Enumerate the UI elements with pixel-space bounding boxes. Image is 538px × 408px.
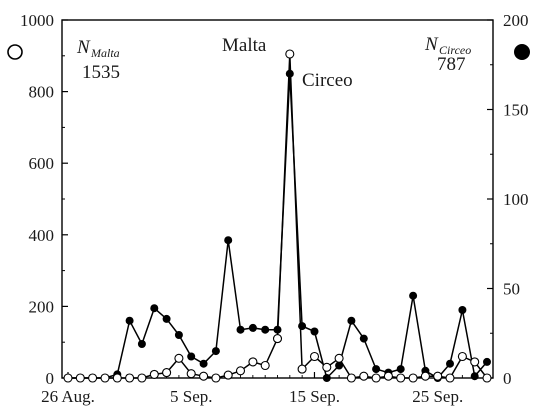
legend-right-name-sub: Circeo (439, 43, 471, 57)
annotation-circeo: Circeo (302, 70, 353, 91)
right-y-tick-label: 150 (503, 101, 529, 120)
x-axis: 26 Aug. 5 Sep. 15 Sep. 25 Sep. (41, 372, 488, 406)
left-y-tick-label: 1000 (20, 11, 54, 30)
data-point-malta (100, 373, 110, 383)
data-point-malta (149, 369, 159, 379)
legend-left-name: N (76, 37, 91, 58)
data-point-malta (88, 373, 98, 383)
data-point-circeo (372, 365, 381, 374)
data-point-malta (334, 353, 344, 363)
data-point-malta (137, 373, 147, 383)
data-point-circeo (322, 374, 331, 382)
data-point-malta (211, 373, 221, 383)
data-point-circeo (298, 322, 307, 331)
data-point-circeo (224, 236, 233, 245)
data-point-malta (63, 373, 73, 383)
data-point-circeo (285, 69, 294, 78)
data-point-circeo (483, 357, 491, 366)
data-point-malta (396, 373, 406, 383)
data-point-circeo (458, 306, 467, 314)
data-point-malta (322, 362, 332, 372)
right-y-tick-label: 50 (503, 280, 520, 299)
left-y-tick-label: 600 (29, 154, 55, 173)
data-point-circeo (199, 359, 208, 368)
right-y-tick-label: 200 (503, 11, 529, 30)
data-point-malta (408, 373, 418, 383)
data-point-circeo (446, 359, 454, 368)
legend-right-name: N (424, 34, 439, 55)
data-point-circeo (150, 304, 159, 313)
data-point-malta (470, 357, 480, 367)
right-y-tick-label: 0 (503, 369, 512, 388)
data-point-circeo (335, 361, 344, 370)
legend-left-name-sub: Malta (90, 46, 120, 60)
data-point-malta (248, 357, 258, 367)
data-point-malta (235, 366, 246, 376)
data-point-malta (272, 334, 283, 344)
legend-right-total: 787 (437, 54, 466, 75)
legend-right: N Circeo 787 (424, 34, 530, 75)
data-point-malta (433, 371, 443, 381)
data-point-malta (309, 351, 320, 362)
data-point-malta (174, 353, 184, 363)
legend-left: N Malta 1535 (7, 37, 120, 83)
data-point-malta (285, 49, 295, 59)
x-tick-label: 25 Sep. (412, 387, 463, 406)
legend-right-marker-icon (514, 44, 530, 60)
data-point-circeo (470, 372, 479, 381)
data-point-circeo (211, 347, 220, 356)
left-y-tick-label: 0 (46, 369, 55, 388)
data-point-circeo (396, 365, 405, 374)
data-point-circeo (409, 291, 418, 300)
data-point-malta (260, 360, 270, 371)
annotation-malta: Malta (222, 35, 267, 56)
data-point-malta (457, 351, 467, 362)
data-point-malta (162, 368, 172, 378)
x-tick-label: 15 Sep. (289, 387, 340, 406)
data-point-malta (371, 373, 381, 383)
data-point-circeo (347, 316, 356, 325)
legend-left-total: 1535 (82, 62, 120, 83)
data-point-malta (199, 371, 209, 381)
left-y-tick-label: 400 (29, 226, 55, 245)
data-point-malta (297, 364, 307, 374)
data-point-circeo (248, 323, 257, 332)
data-point-circeo (137, 340, 146, 348)
data-point-circeo (273, 325, 282, 334)
data-point-circeo (187, 352, 196, 361)
series-points (63, 49, 492, 383)
data-point-circeo (261, 325, 270, 334)
data-point-malta (346, 373, 356, 383)
data-point-malta (112, 373, 122, 383)
data-point-circeo (359, 334, 368, 343)
data-point-malta (482, 373, 492, 383)
data-point-malta (445, 373, 455, 383)
data-point-circeo (162, 314, 171, 323)
data-point-malta (359, 371, 369, 381)
x-tick-label: 5 Sep. (170, 387, 213, 406)
legend-left-marker-icon (7, 44, 23, 60)
data-point-malta (186, 369, 196, 379)
left-y-tick-label: 800 (29, 83, 55, 102)
left-y-tick-label: 200 (29, 297, 55, 316)
x-tick-label: 26 Aug. (41, 387, 95, 406)
data-point-malta (75, 373, 85, 383)
data-point-malta (420, 371, 430, 381)
data-point-circeo (125, 316, 134, 325)
data-point-malta (223, 370, 233, 380)
data-point-circeo (174, 331, 183, 339)
data-point-malta (383, 371, 393, 381)
left-y-axis: 0 200 400 600 800 1000 (20, 11, 68, 388)
data-point-circeo (310, 327, 319, 336)
data-point-malta (125, 373, 135, 383)
data-point-circeo (236, 325, 245, 334)
right-y-tick-label: 100 (503, 190, 529, 209)
